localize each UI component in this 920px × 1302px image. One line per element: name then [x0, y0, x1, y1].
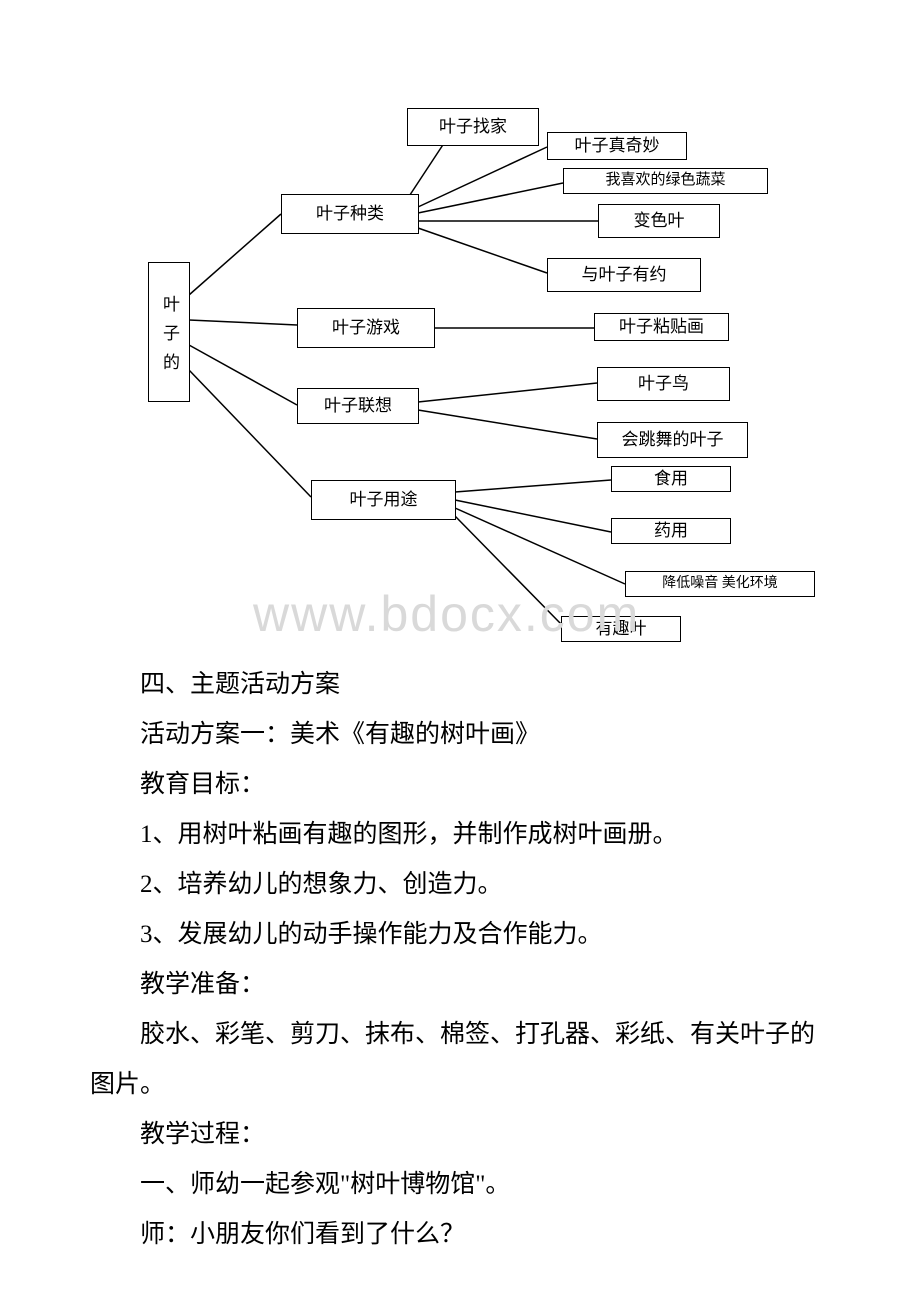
p-prep-heading: 教学准备：	[90, 960, 830, 1010]
node-leaf-medicine: 药用	[611, 518, 731, 544]
node-branch-types: 叶子种类	[281, 194, 419, 234]
p-step-1: 一、师幼一起参观"树叶博物馆"。	[90, 1160, 830, 1210]
node-branch-games: 叶子游戏	[297, 308, 435, 348]
node-leaf-dance: 会跳舞的叶子	[597, 422, 748, 458]
node-leaf-colorchange: 变色叶	[598, 204, 720, 238]
p-goal-2: 2、培养幼儿的想象力、创造力。	[90, 860, 830, 910]
node-leaf-greenveg: 我喜欢的绿色蔬菜	[563, 168, 768, 194]
node-leaf-wonder: 叶子真奇妙	[547, 132, 687, 160]
node-branch-assoc: 叶子联想	[297, 388, 419, 424]
p-process-heading: 教学过程：	[90, 1110, 830, 1160]
diagram-connectors	[0, 0, 920, 640]
body-text: 四、主题活动方案 活动方案一：美术《有趣的树叶画》 教育目标： 1、用树叶粘画有…	[0, 660, 920, 1260]
node-leaf-appointment: 与叶子有约	[547, 258, 701, 292]
node-branch-uses: 叶子用途	[311, 480, 456, 520]
node-root: 叶子的	[148, 262, 190, 402]
p-plan-title: 活动方案一：美术《有趣的树叶画》	[90, 710, 830, 760]
p-goal-3: 3、发展幼儿的动手操作能力及合作能力。	[90, 910, 830, 960]
node-leaf-collage: 叶子粘贴画	[594, 313, 729, 341]
node-leaf-findhome: 叶子找家	[407, 108, 539, 146]
p-goals-heading: 教育目标：	[90, 760, 830, 810]
p-prep-body: 胶水、彩笔、剪刀、抹布、棉签、打孔器、彩纸、有关叶子的图片。	[90, 1010, 830, 1110]
node-leaf-edible: 食用	[611, 466, 731, 492]
p-goal-1: 1、用树叶粘画有趣的图形，并制作成树叶画册。	[90, 810, 830, 860]
watermark: www.bdocx.com	[253, 585, 640, 643]
node-leaf-bird: 叶子鸟	[597, 367, 730, 401]
p-teacher-line: 师：小朋友你们看到了什么？	[90, 1210, 830, 1260]
tree-diagram: 叶子的 叶子种类 叶子游戏 叶子联想 叶子用途 叶子找家 叶子真奇妙 我喜欢的绿…	[0, 0, 920, 640]
node-leaf-noise: 降低噪音 美化环境	[625, 571, 815, 597]
p-section-title: 四、主题活动方案	[90, 660, 830, 710]
